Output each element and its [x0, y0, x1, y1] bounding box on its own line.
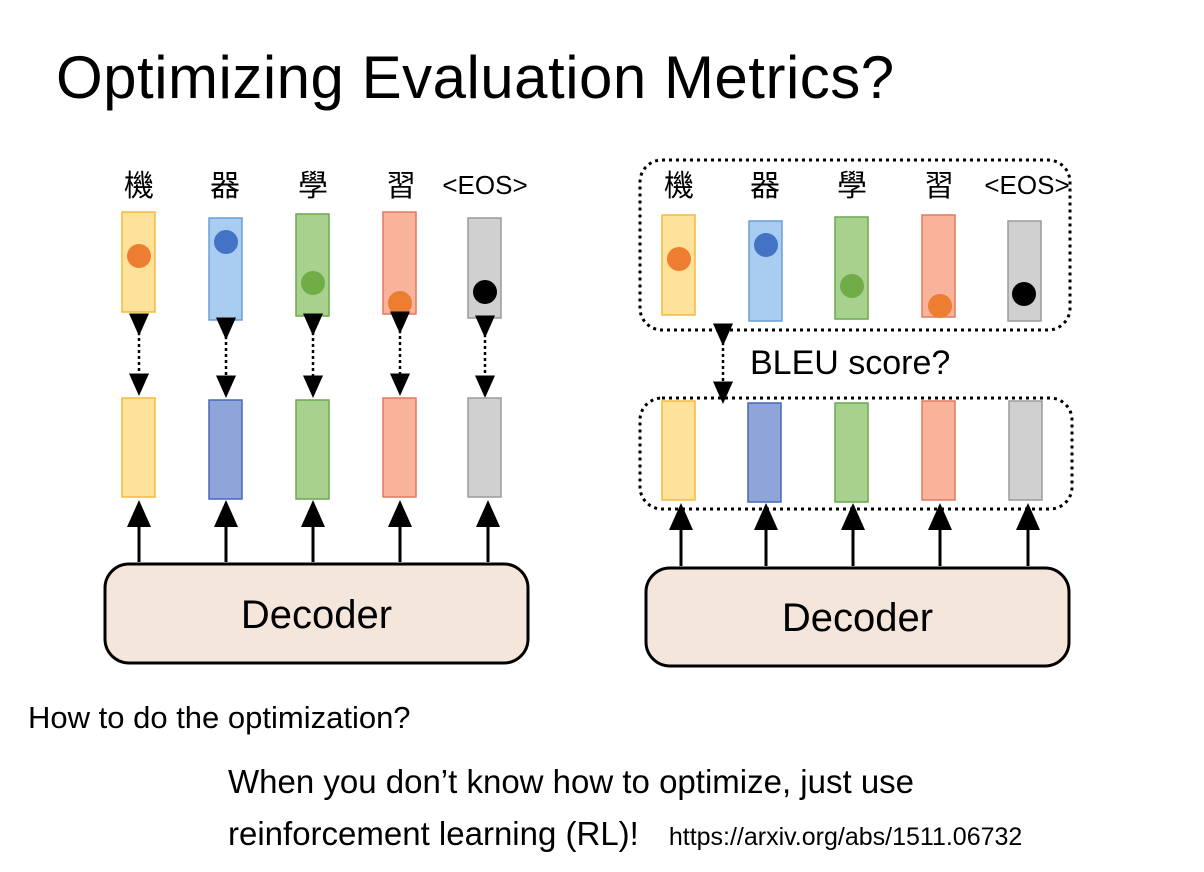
- right-output-bar: [1007, 220, 1042, 322]
- right-token-label: 機: [664, 169, 694, 204]
- answer-line-2: reinforcement learning (RL)! https://arxi…: [228, 808, 1022, 863]
- bleu-score-label: BLEU score?: [750, 344, 951, 382]
- right-output-dot: [1012, 282, 1036, 306]
- left-output-bar: [295, 213, 330, 317]
- right-output-dot: [667, 247, 691, 271]
- left-token-label: 器: [210, 169, 240, 204]
- right-target-bar: [921, 400, 956, 501]
- right-token-label: 學: [837, 169, 867, 204]
- left-token-label: 學: [298, 169, 328, 204]
- right-output-dot: [754, 233, 778, 257]
- right-target-bar: [1008, 400, 1043, 501]
- left-target-bar: [121, 397, 156, 498]
- right-output-bar: [834, 216, 869, 320]
- left-output-dot: [127, 244, 151, 268]
- left-output-dot: [388, 291, 412, 315]
- slide-title: Optimizing Evaluation Metrics?: [56, 44, 895, 111]
- left-target-bar: [208, 399, 243, 500]
- answer-text: When you don’t know how to optimize, jus…: [228, 756, 1022, 863]
- left-output-dot: [301, 271, 325, 295]
- left-token-label: 習: [386, 169, 416, 204]
- left-output-dot: [473, 280, 497, 304]
- right-output-group: [638, 158, 1072, 332]
- right-decoder-box: [644, 566, 1071, 668]
- right-panel: 機 器 學 習 <EOS>: [638, 158, 1074, 668]
- right-target-bar: [661, 400, 696, 501]
- left-decoder-box: [103, 562, 530, 665]
- right-token-label: 習: [924, 169, 954, 204]
- right-target-bar: [834, 402, 869, 503]
- left-target-bar: [382, 397, 417, 498]
- left-panel: 機 器 學 習 <EOS>: [103, 169, 530, 665]
- left-target-bar: [295, 399, 330, 500]
- right-target-group: [638, 396, 1074, 511]
- right-token-label: 器: [750, 169, 780, 204]
- left-token-label: <EOS>: [442, 170, 527, 200]
- optimization-question: How to do the optimization?: [28, 700, 411, 735]
- right-token-label: <EOS>: [984, 170, 1069, 200]
- left-target-bar: [467, 397, 502, 498]
- answer-line-1: When you don’t know how to optimize, jus…: [228, 763, 915, 800]
- paper-link[interactable]: https://arxiv.org/abs/1511.06732: [668, 823, 1023, 851]
- answer-line-2-text: reinforcement learning (RL)!: [228, 815, 639, 852]
- right-target-bar: [747, 402, 782, 503]
- left-token-label: 機: [124, 169, 154, 204]
- left-decoder-label: Decoder: [240, 593, 393, 637]
- right-decoder-label: Decoder: [781, 596, 934, 640]
- right-output-dot: [840, 274, 864, 298]
- right-output-dot: [928, 294, 952, 318]
- left-output-dot: [214, 230, 238, 254]
